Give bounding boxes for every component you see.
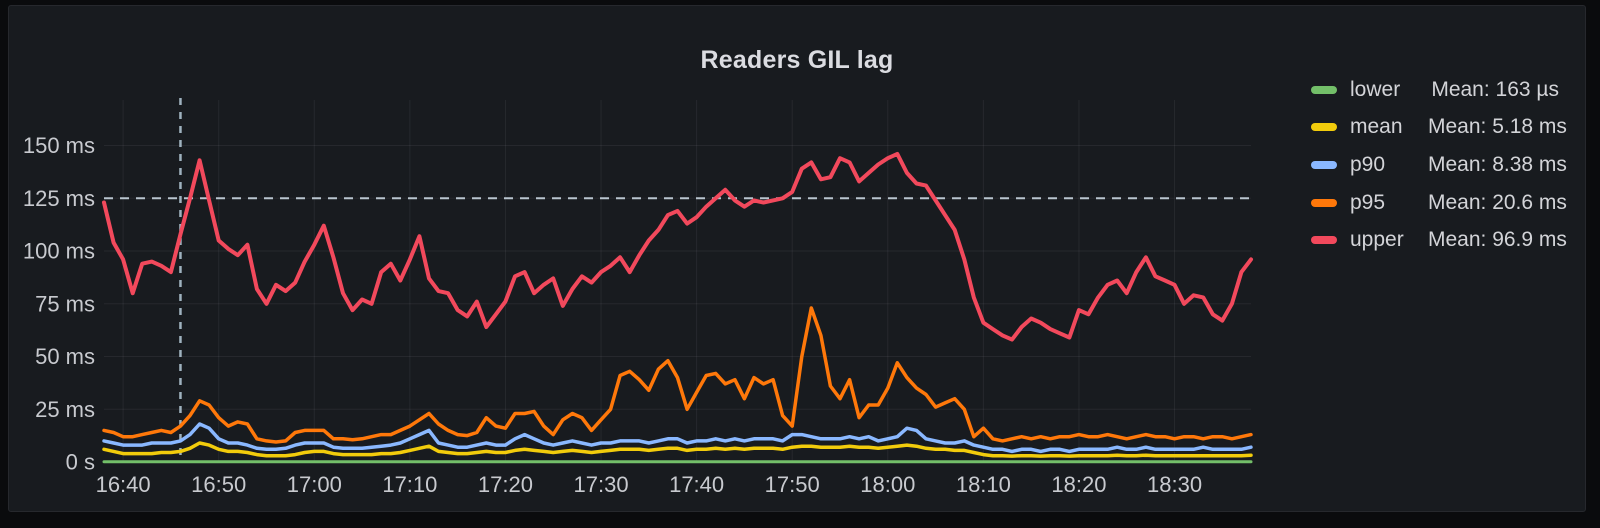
series-upper-line (102, 151, 1253, 342)
x-tick-label: 18:20 (1051, 472, 1106, 497)
x-tick-label: 16:40 (96, 472, 151, 497)
legend-mean-p95: Mean: 20.6 ms (1428, 190, 1567, 214)
x-tick-label: 18:00 (860, 472, 915, 497)
x-tick-label: 17:50 (765, 472, 820, 497)
y-tick-label: 0 s (66, 450, 95, 475)
y-tick-label: 50 ms (35, 344, 95, 369)
series-mean-line (102, 441, 1253, 458)
y-tick-label: 25 ms (35, 397, 95, 422)
legend-mean-p90: Mean: 8.38 ms (1428, 152, 1567, 176)
y-tick-label: 100 ms (23, 239, 95, 264)
x-tick-label: 17:30 (574, 472, 629, 497)
legend-item-lower[interactable]: lower Mean: 163 µs (1311, 71, 1559, 109)
legend-item-p95[interactable]: p95 Mean: 20.6 ms (1311, 184, 1567, 222)
legend-swatch-upper[interactable] (1311, 236, 1337, 245)
legend-swatch-lower[interactable] (1311, 85, 1337, 94)
y-tick-label: 125 ms (23, 186, 95, 211)
legend: lower Mean: 163 µs mean Mean: 5.18 ms p9… (1311, 71, 1567, 259)
x-tick-label: 17:00 (287, 472, 342, 497)
x-tick-label: 18:10 (956, 472, 1011, 497)
legend-label-upper[interactable]: upper (1350, 228, 1404, 252)
legend-label-p90[interactable]: p90 (1350, 152, 1386, 176)
series-p95-line (102, 306, 1253, 444)
x-tick-label: 17:10 (382, 472, 437, 497)
legend-swatch-p95[interactable] (1311, 198, 1337, 207)
legend-item-mean[interactable]: mean Mean: 5.18 ms (1311, 109, 1567, 147)
x-tick-label: 18:30 (1147, 472, 1202, 497)
legend-mean-lower: Mean: 163 µs (1431, 77, 1559, 101)
legend-mean-mean: Mean: 5.18 ms (1428, 115, 1567, 139)
y-tick-label: 150 ms (23, 133, 95, 158)
legend-swatch-mean[interactable] (1311, 123, 1337, 132)
legend-swatch-p90[interactable] (1311, 160, 1337, 169)
legend-label-p95[interactable]: p95 (1350, 190, 1386, 214)
x-tick-label: 16:50 (191, 472, 246, 497)
x-tick-label: 17:20 (478, 472, 533, 497)
legend-label-lower[interactable]: lower (1350, 77, 1401, 101)
panel-title: Readers GIL lag (700, 45, 894, 74)
legend-item-upper[interactable]: upper Mean: 96.9 ms (1311, 221, 1567, 259)
legend-mean-upper: Mean: 96.9 ms (1428, 228, 1567, 252)
series-p90-line (102, 422, 1253, 454)
x-tick-label: 17:40 (669, 472, 724, 497)
y-tick-label: 75 ms (35, 291, 95, 316)
legend-item-p90[interactable]: p90 Mean: 8.38 ms (1311, 146, 1567, 184)
legend-label-mean[interactable]: mean (1350, 115, 1403, 139)
